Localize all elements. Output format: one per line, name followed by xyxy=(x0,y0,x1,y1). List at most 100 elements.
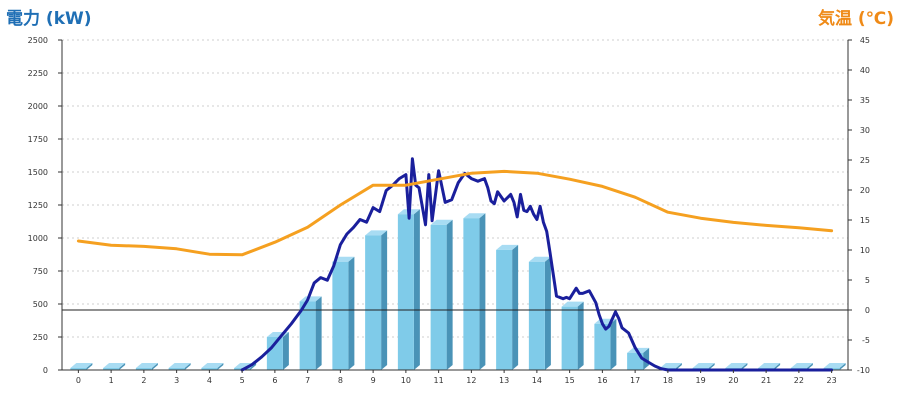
bar-top xyxy=(135,363,158,369)
left-tick-label: 1500 xyxy=(28,168,48,177)
temperature-line xyxy=(76,169,834,257)
x-tick-label: 22 xyxy=(794,376,804,385)
bar-side xyxy=(217,363,224,370)
x-tick-label: 3 xyxy=(174,376,179,385)
x-tick-label: 15 xyxy=(565,376,575,385)
bar-face xyxy=(594,323,611,370)
left-tick-label: 2500 xyxy=(28,36,48,45)
left-tick-label: 1750 xyxy=(28,135,48,144)
bar-side xyxy=(675,363,682,370)
x-tick-label: 19 xyxy=(696,376,706,385)
bar-face xyxy=(266,337,283,370)
bar-6 xyxy=(266,332,289,370)
bar-side xyxy=(741,363,748,370)
bar-side xyxy=(479,213,486,370)
bar-side xyxy=(577,301,584,370)
right-tick-label: 35 xyxy=(860,96,870,105)
bar-face xyxy=(299,301,316,370)
series-lines xyxy=(76,157,834,372)
left-tick-label: 2000 xyxy=(28,102,48,111)
right-tick-label: -10 xyxy=(857,366,870,375)
axes xyxy=(61,40,849,371)
x-tick-label: 8 xyxy=(338,376,343,385)
bar-side xyxy=(413,209,420,370)
power-line xyxy=(240,157,834,372)
bar-side xyxy=(315,296,322,370)
bar-top xyxy=(561,301,584,307)
right-tick-label: 10 xyxy=(860,246,870,255)
bar-face xyxy=(365,235,382,370)
bar-top xyxy=(299,296,322,302)
x-tick-label: 21 xyxy=(761,376,771,385)
bar-3 xyxy=(168,363,191,370)
bar-14 xyxy=(528,256,551,370)
x-tick-label: 1 xyxy=(109,376,114,385)
bar-top xyxy=(823,363,846,369)
bar-face xyxy=(135,368,152,370)
bar-side xyxy=(544,256,551,370)
right-axis-ticks: -10 -5 0 5 10 15 20 25 30 35 40 45 xyxy=(848,36,870,375)
bar-9 xyxy=(365,230,388,370)
bar-top xyxy=(201,363,224,369)
right-tick-label: 5 xyxy=(865,276,870,285)
bar-face xyxy=(463,218,480,370)
bar-side xyxy=(643,347,650,370)
bar-side xyxy=(708,363,715,370)
bar-face xyxy=(168,368,185,370)
bar-side xyxy=(250,363,257,370)
left-axis-ticks: 0 250 500 750 1000 1250 1500 1750 2000 2250 2500 xyxy=(28,36,62,375)
gridlines xyxy=(62,39,848,338)
left-tick-label: 750 xyxy=(33,267,48,276)
bar-top xyxy=(692,363,715,369)
bar-top xyxy=(332,256,355,262)
bar-face xyxy=(627,352,644,370)
x-tick-label: 5 xyxy=(240,376,245,385)
left-tick-label: 0 xyxy=(43,366,48,375)
bar-face xyxy=(528,261,545,370)
x-tick-label: 14 xyxy=(532,376,542,385)
right-tick-label: 30 xyxy=(860,126,870,135)
bar-top xyxy=(659,363,682,369)
bar-11 xyxy=(430,219,453,370)
bar-side xyxy=(86,363,93,370)
bar-10 xyxy=(397,209,420,370)
right-axis-title: 気温 (℃) xyxy=(817,8,894,29)
left-tick-label: 1000 xyxy=(28,234,48,243)
bar-side xyxy=(512,244,519,370)
bar-face xyxy=(70,368,87,370)
right-tick-label: -5 xyxy=(862,336,870,345)
bar-top xyxy=(725,363,748,369)
bar-top xyxy=(430,219,453,225)
x-tick-label: 0 xyxy=(76,376,81,385)
bar-top xyxy=(103,363,126,369)
x-tick-label: 10 xyxy=(401,376,411,385)
bar-top xyxy=(496,244,519,250)
right-tick-label: 25 xyxy=(860,156,870,165)
bar-8 xyxy=(332,256,355,370)
x-tick-label: 16 xyxy=(597,376,607,385)
left-axis-title: 電力 (kW) xyxy=(6,8,92,29)
x-axis-ticks: 0 1 2 3 4 5 6 7 8 9 10 11 12 13 14 15 16 17 18 19 20 21 22 23 xyxy=(76,370,837,385)
bar-side xyxy=(806,363,813,370)
x-tick-label: 6 xyxy=(272,376,277,385)
bar-face xyxy=(430,224,447,370)
x-tick-label: 9 xyxy=(371,376,376,385)
bar-side xyxy=(446,219,453,370)
right-tick-label: 0 xyxy=(865,306,870,315)
bar-side xyxy=(381,230,388,370)
bar-top xyxy=(70,363,93,369)
bar-top xyxy=(528,256,551,262)
bar-side xyxy=(184,363,191,370)
x-tick-label: 23 xyxy=(827,376,837,385)
x-tick-label: 7 xyxy=(305,376,310,385)
bar-top xyxy=(365,230,388,236)
x-tick-label: 20 xyxy=(728,376,738,385)
bar-4 xyxy=(201,363,224,370)
bar-12 xyxy=(463,213,486,370)
bar-side xyxy=(151,363,158,370)
left-tick-label: 1250 xyxy=(28,201,48,210)
bar-15 xyxy=(561,301,584,370)
bar-1 xyxy=(103,363,126,370)
x-tick-label: 4 xyxy=(207,376,212,385)
